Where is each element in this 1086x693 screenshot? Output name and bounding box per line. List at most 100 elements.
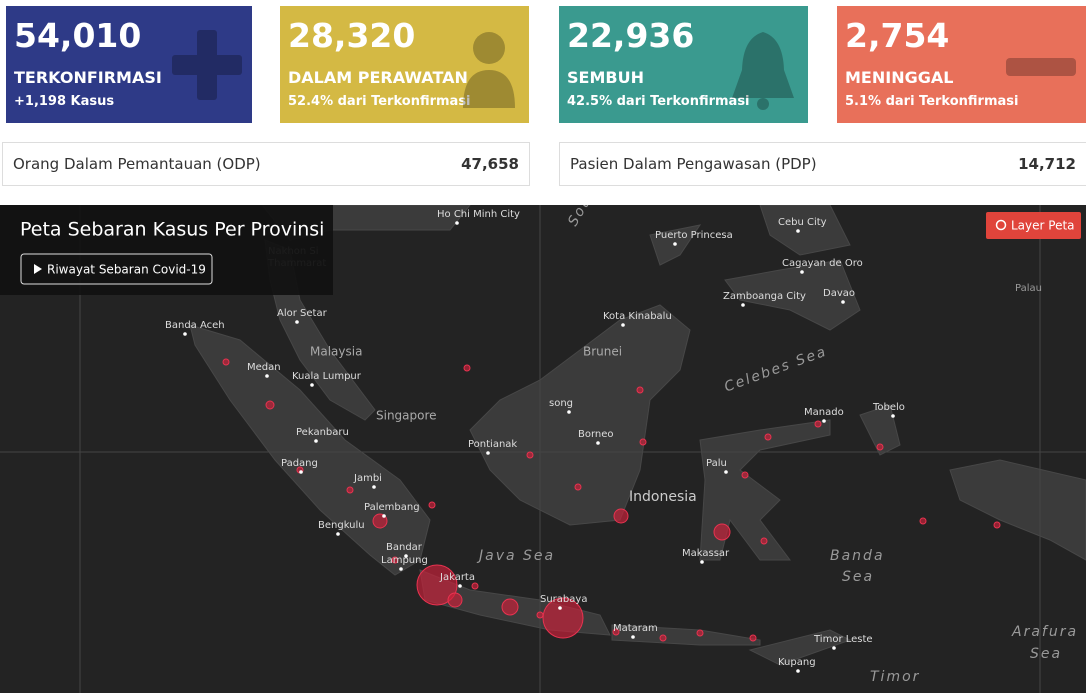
city-dot (596, 441, 600, 445)
stat-card: 2,754 MENINGGAL 5.1% dari Terkonfirmasi (837, 6, 1086, 123)
city-dot (265, 374, 269, 378)
city-dot (372, 485, 376, 489)
layer-button-label[interactable]: Layer Peta (1011, 219, 1075, 233)
stat-detail: +1,198 Kasus (14, 94, 115, 109)
case-marker (346, 486, 354, 494)
place-label: Java Sea (476, 548, 555, 564)
case-marker (760, 537, 768, 545)
case-marker (741, 471, 749, 479)
stat-card: 28,320 DALAM PERAWATAN 52.4% dari Terkon… (280, 6, 529, 123)
place-label: Jakarta (439, 572, 475, 583)
landmass (759, 205, 851, 256)
map: Ho Chi Minh CityNakhon SiThammaratPuerto… (0, 205, 1086, 693)
case-marker (536, 611, 544, 619)
city-dot (724, 470, 728, 474)
icon (463, 32, 515, 108)
place-label: Alor Setar (277, 308, 328, 319)
city-dot (558, 606, 562, 610)
stat-card: 54,010 TERKONFIRMASI +1,198 Kasus (6, 6, 252, 123)
icon (1006, 58, 1076, 76)
case-marker (391, 556, 399, 564)
landmass (724, 259, 861, 331)
place-label: Sea (1030, 646, 1062, 662)
case-marker (222, 358, 230, 366)
info-row: Orang Dalam Pemantauan (ODP) 47,658 (2, 142, 530, 186)
layer-button[interactable] (986, 212, 1081, 239)
place-label: Banda Aceh (165, 320, 225, 331)
case-marker (471, 582, 479, 590)
case-marker (447, 592, 463, 608)
place-label: Bengkulu (318, 520, 365, 531)
city-dot (832, 646, 836, 650)
case-marker (416, 564, 458, 606)
stat-detail: 42.5% dari Terkonfirmasi (567, 94, 750, 109)
city-dot (404, 554, 408, 558)
city-dot (310, 383, 314, 387)
case-marker (501, 598, 519, 616)
place-label: Kota Kinabalu (603, 311, 672, 322)
place-label: Ho Chi Minh City (437, 209, 520, 220)
stat-label: DALAM PERAWATAN (288, 68, 468, 87)
place-label: Pontianak (468, 439, 517, 450)
stat-value: 54,010 (14, 16, 142, 55)
case-marker (764, 433, 772, 441)
case-marker (639, 438, 647, 446)
case-marker (526, 451, 534, 459)
city-dot (295, 320, 299, 324)
case-marker (636, 386, 644, 394)
landmass (469, 304, 691, 526)
case-marker (613, 508, 629, 524)
case-marker (993, 521, 1001, 529)
city-dot (455, 221, 459, 225)
landmass (859, 404, 901, 456)
place-label: Kuala Lumpur (292, 371, 362, 382)
city-dot (700, 560, 704, 564)
case-marker (265, 400, 275, 410)
place-label: Cagayan de Oro (782, 258, 863, 269)
place-label: Timor Leste (813, 634, 873, 645)
history-button[interactable] (20, 253, 213, 285)
landmass (699, 419, 831, 561)
city-dot (841, 300, 845, 304)
city-dot (796, 669, 800, 673)
place-label: song (549, 398, 573, 409)
place-label: Palau (1015, 283, 1042, 294)
stat-label: SEMBUH (567, 68, 644, 87)
stat-label: MENINGGAL (845, 68, 954, 87)
place-label: Pekanbaru (296, 427, 349, 438)
place-label: Jambi (353, 473, 382, 484)
case-marker (542, 597, 584, 639)
place-label: Davao (823, 288, 855, 299)
landmass (748, 629, 852, 666)
case-marker (876, 443, 884, 451)
place-label: Timor (870, 669, 920, 685)
city-dot (336, 532, 340, 536)
city-dot (299, 470, 303, 474)
city-dot (631, 635, 635, 639)
city-dot (891, 414, 895, 418)
case-marker (814, 420, 822, 428)
case-marker (919, 517, 927, 525)
stat-card: 22,936 SEMBUH 42.5% dari Terkonfirmasi (559, 6, 808, 123)
history-button-label[interactable]: Riwayat Sebaran Covid-19 (47, 263, 206, 277)
case-marker (612, 628, 620, 636)
place-label: Indonesia (629, 489, 697, 505)
city-dot (822, 419, 826, 423)
city-dot (741, 303, 745, 307)
city-dot (567, 410, 571, 414)
place-label: Kupang (778, 657, 816, 668)
info-row: Pasien Dalam Pengawasan (PDP) 14,712 (559, 142, 1086, 186)
city-dot (183, 332, 187, 336)
city-dot (800, 270, 804, 274)
stat-label: TERKONFIRMASI (14, 68, 162, 87)
place-label: Mataram (613, 623, 658, 634)
city-dot (621, 323, 625, 327)
place-label: Malaysia (310, 345, 362, 359)
place-label: Cebu City (778, 217, 827, 228)
info-value: 47,658 (461, 155, 519, 173)
stat-detail: 5.1% dari Terkonfirmasi (845, 94, 1019, 109)
case-marker (713, 523, 731, 541)
place-label: Surabaya (540, 594, 587, 605)
case-marker (574, 483, 582, 491)
